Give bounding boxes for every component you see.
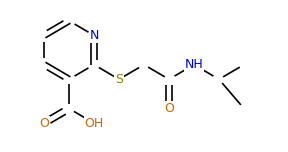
Text: N: N (89, 29, 99, 42)
Text: S: S (115, 73, 123, 86)
Text: O: O (39, 117, 49, 130)
Text: O: O (164, 102, 174, 115)
Text: NH: NH (185, 58, 203, 71)
Text: OH: OH (84, 117, 104, 130)
